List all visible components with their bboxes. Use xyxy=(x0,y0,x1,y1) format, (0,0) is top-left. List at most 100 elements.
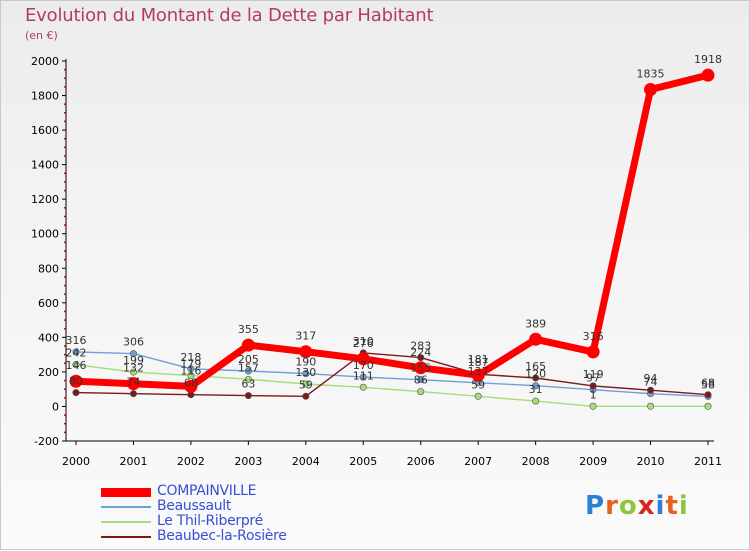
data-point xyxy=(532,382,540,390)
axes: -200 0 200 400 600 800 1000 1200 1400 1600 1800 200… xyxy=(31,55,722,468)
data-label: 116 xyxy=(180,364,201,377)
data-label: 132 xyxy=(123,362,144,375)
data-label: 242 xyxy=(66,347,87,360)
logo-letter: t xyxy=(665,491,679,521)
data-label: 1918 xyxy=(694,53,722,66)
data-point xyxy=(589,382,597,390)
data-point xyxy=(184,379,198,393)
logo-letter: r xyxy=(605,491,619,521)
data-point xyxy=(529,332,543,346)
logo-letter: o xyxy=(618,491,638,521)
chart-title: Evolution du Montant de la Dette par Hab… xyxy=(25,5,434,26)
y-tick-label: 1200 xyxy=(31,193,59,206)
data-label: 80 xyxy=(69,375,83,388)
data-label: 170 xyxy=(353,359,374,372)
legend-swatch xyxy=(101,536,151,538)
legend-swatch xyxy=(101,488,151,497)
data-label: 94 xyxy=(644,372,658,385)
data-label: 59 xyxy=(471,378,485,391)
data-point xyxy=(72,389,80,397)
y-tick-label: -200 xyxy=(34,435,59,448)
data-point xyxy=(299,345,313,359)
data-label: 187 xyxy=(468,356,489,369)
data-point xyxy=(129,368,137,376)
data-point xyxy=(532,397,540,405)
data-point xyxy=(414,361,428,375)
x-tick-label: 2002 xyxy=(177,455,205,468)
x-tick-label: 2005 xyxy=(349,455,377,468)
y-tick-label: 2000 xyxy=(31,55,59,68)
series-group xyxy=(69,68,715,410)
data-point xyxy=(647,386,655,394)
data-label: 137 xyxy=(468,365,489,378)
data-point xyxy=(129,350,137,358)
y-tick-label: 1400 xyxy=(31,159,59,172)
data-label: 283 xyxy=(410,340,431,353)
data-point xyxy=(471,368,485,382)
data-point xyxy=(126,377,140,391)
data-label: 63 xyxy=(241,378,255,391)
data-point xyxy=(187,372,195,380)
data-point xyxy=(417,354,425,362)
data-point xyxy=(241,338,255,352)
data-point xyxy=(302,370,310,378)
data-point xyxy=(589,402,597,410)
x-tick-label: 2008 xyxy=(522,455,550,468)
data-label: 58 xyxy=(701,378,715,391)
data-label: 306 xyxy=(123,336,144,349)
y-tick-label: 1600 xyxy=(31,124,59,137)
data-label: 199 xyxy=(123,354,144,367)
data-point xyxy=(647,402,655,410)
data-label: 355 xyxy=(238,323,259,336)
data-point xyxy=(586,345,600,359)
data-point xyxy=(359,383,367,391)
data-label: 316 xyxy=(583,330,604,343)
x-tick-label: 2003 xyxy=(234,455,262,468)
data-label: 86 xyxy=(414,374,428,387)
data-point xyxy=(244,375,252,383)
data-label: 190 xyxy=(295,356,316,369)
data-label: 130 xyxy=(295,366,316,379)
series-line xyxy=(75,364,709,407)
data-point xyxy=(359,373,367,381)
data-point xyxy=(302,392,310,400)
data-point xyxy=(532,374,540,382)
y-tick-label: 0 xyxy=(52,400,59,413)
logo-letter: i xyxy=(655,491,666,521)
logo-letter: x xyxy=(637,491,656,521)
legend-label: Beaussault xyxy=(157,498,232,514)
data-label: 68 xyxy=(701,377,715,390)
legend-label: Le Thil-Riberpré xyxy=(157,513,263,529)
data-label: 389 xyxy=(525,317,546,330)
chart-subtitle: (en €) xyxy=(25,29,58,42)
legend-label: COMPAINVILLE xyxy=(157,483,257,499)
data-point xyxy=(417,388,425,396)
data-label: 1 xyxy=(590,388,597,401)
series-line xyxy=(75,352,709,397)
x-tick-label: 2011 xyxy=(694,455,722,468)
data-point xyxy=(244,367,252,375)
data-label: 157 xyxy=(238,361,259,374)
data-label: 316 xyxy=(66,334,87,347)
data-label: 179 xyxy=(180,358,201,371)
data-label: 146 xyxy=(66,359,87,372)
data-label: 97 xyxy=(586,372,600,385)
series-line xyxy=(72,71,712,390)
data-label: 155 xyxy=(410,362,431,375)
x-tick-label: 2001 xyxy=(119,455,147,468)
series-line xyxy=(75,351,709,398)
data-label: 310 xyxy=(353,335,374,348)
data-label: 205 xyxy=(238,353,259,366)
legend-swatch xyxy=(101,521,151,523)
x-tick-label: 2006 xyxy=(407,455,435,468)
data-label: 74 xyxy=(644,376,658,389)
data-point xyxy=(417,376,425,384)
data-label: 276 xyxy=(353,337,374,350)
data-label: 317 xyxy=(295,330,316,343)
data-point xyxy=(129,390,137,398)
data-point xyxy=(302,380,310,388)
data-label: 218 xyxy=(180,351,201,364)
y-tick-label: 200 xyxy=(38,366,59,379)
